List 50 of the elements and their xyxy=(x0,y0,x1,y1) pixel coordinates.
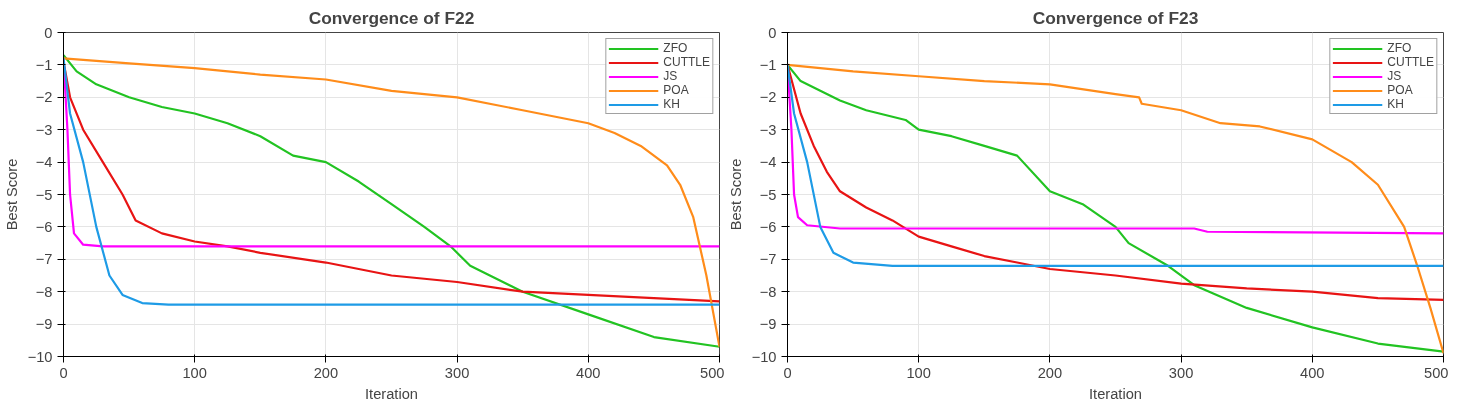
x-axis-title: Iteration xyxy=(1089,385,1142,402)
y-tick-label: 0 xyxy=(44,24,53,41)
x-tick-label: 400 xyxy=(1300,364,1325,381)
legend-label: KH xyxy=(1387,97,1405,111)
y-tick-label: −10 xyxy=(27,348,53,365)
x-tick-label: 300 xyxy=(1168,364,1194,381)
y-tick-label: −3 xyxy=(35,121,53,138)
y-axis-title: Best Score xyxy=(3,158,20,231)
y-tick-label: 0 xyxy=(768,24,777,41)
x-tick-label: 0 xyxy=(59,364,68,381)
y-tick-label: −2 xyxy=(35,89,53,106)
y-tick-label: −7 xyxy=(35,251,53,268)
y-tick-label: −8 xyxy=(35,283,53,300)
legend-label: JS xyxy=(1387,69,1403,83)
x-tick-label: 100 xyxy=(906,364,931,381)
y-axis-title: Best Score xyxy=(727,158,744,231)
y-tick-label: −8 xyxy=(759,283,777,300)
legend-label: JS xyxy=(663,69,679,83)
y-tick-label: −1 xyxy=(759,56,777,73)
legend-label: CUTTLE xyxy=(1387,55,1434,69)
y-tick-label: −9 xyxy=(35,316,53,333)
x-tick-label: 400 xyxy=(576,364,601,381)
y-tick-label: −10 xyxy=(751,348,777,365)
y-tick-label: −9 xyxy=(759,316,777,333)
x-tick-label: 100 xyxy=(182,364,207,381)
y-tick-label: −5 xyxy=(759,186,777,203)
x-tick-label: 200 xyxy=(1037,364,1063,381)
legend-label: POA xyxy=(663,83,689,97)
y-tick-label: −6 xyxy=(759,218,777,235)
chart-title: Convergence of F22 xyxy=(308,7,475,28)
y-tick-label: −7 xyxy=(759,251,777,268)
y-tick-label: −3 xyxy=(759,121,777,138)
y-tick-label: −5 xyxy=(35,186,53,203)
y-tick-label: −2 xyxy=(759,89,777,106)
y-tick-label: −4 xyxy=(35,154,53,171)
x-tick-label: 300 xyxy=(444,364,470,381)
legend-label: ZFO xyxy=(663,41,688,55)
legend-label: CUTTLE xyxy=(663,55,710,69)
legend-label: ZFO xyxy=(1387,41,1412,55)
y-tick-label: −4 xyxy=(759,154,777,171)
x-tick-label: 200 xyxy=(313,364,339,381)
x-tick-label: 500 xyxy=(1424,364,1449,381)
x-axis-title: Iteration xyxy=(365,385,418,402)
x-tick-label: 0 xyxy=(783,364,792,381)
x-tick-label: 500 xyxy=(700,364,725,381)
y-tick-label: −1 xyxy=(35,56,53,73)
legend-label: KH xyxy=(663,97,681,111)
chart-title: Convergence of F23 xyxy=(1032,7,1199,28)
legend-label: POA xyxy=(1387,83,1413,97)
y-tick-label: −6 xyxy=(35,218,53,235)
